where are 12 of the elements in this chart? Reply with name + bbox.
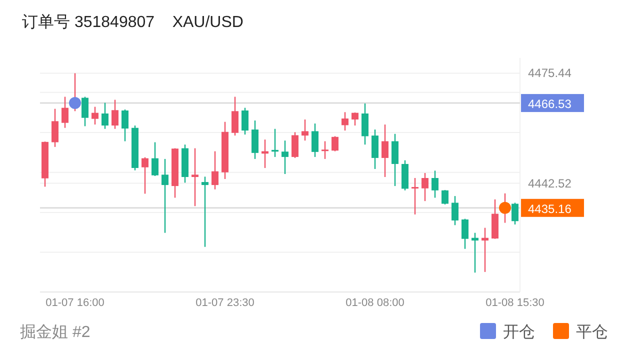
y-tick-label: 4475.44 [528,66,572,80]
y-tick-label: 4442.52 [528,176,572,190]
ref-line-label: 4466.53 [528,97,572,112]
ref-line-label: 4435.16 [528,202,572,216]
legend-label: 开仓 [503,324,535,341]
x-tick-label: 01-08 08:00 [346,297,404,309]
x-tick-label: 01-08 15:30 [486,297,544,309]
text: 掘金姐 #2 [20,324,90,341]
x-tick-label: 01-07 16:00 [46,297,104,309]
x-tick-label: 01-07 23:30 [196,297,254,309]
chart-title: 订单号 351849807 XAU/USD [22,13,244,31]
legend-label: 平仓 [576,324,608,341]
